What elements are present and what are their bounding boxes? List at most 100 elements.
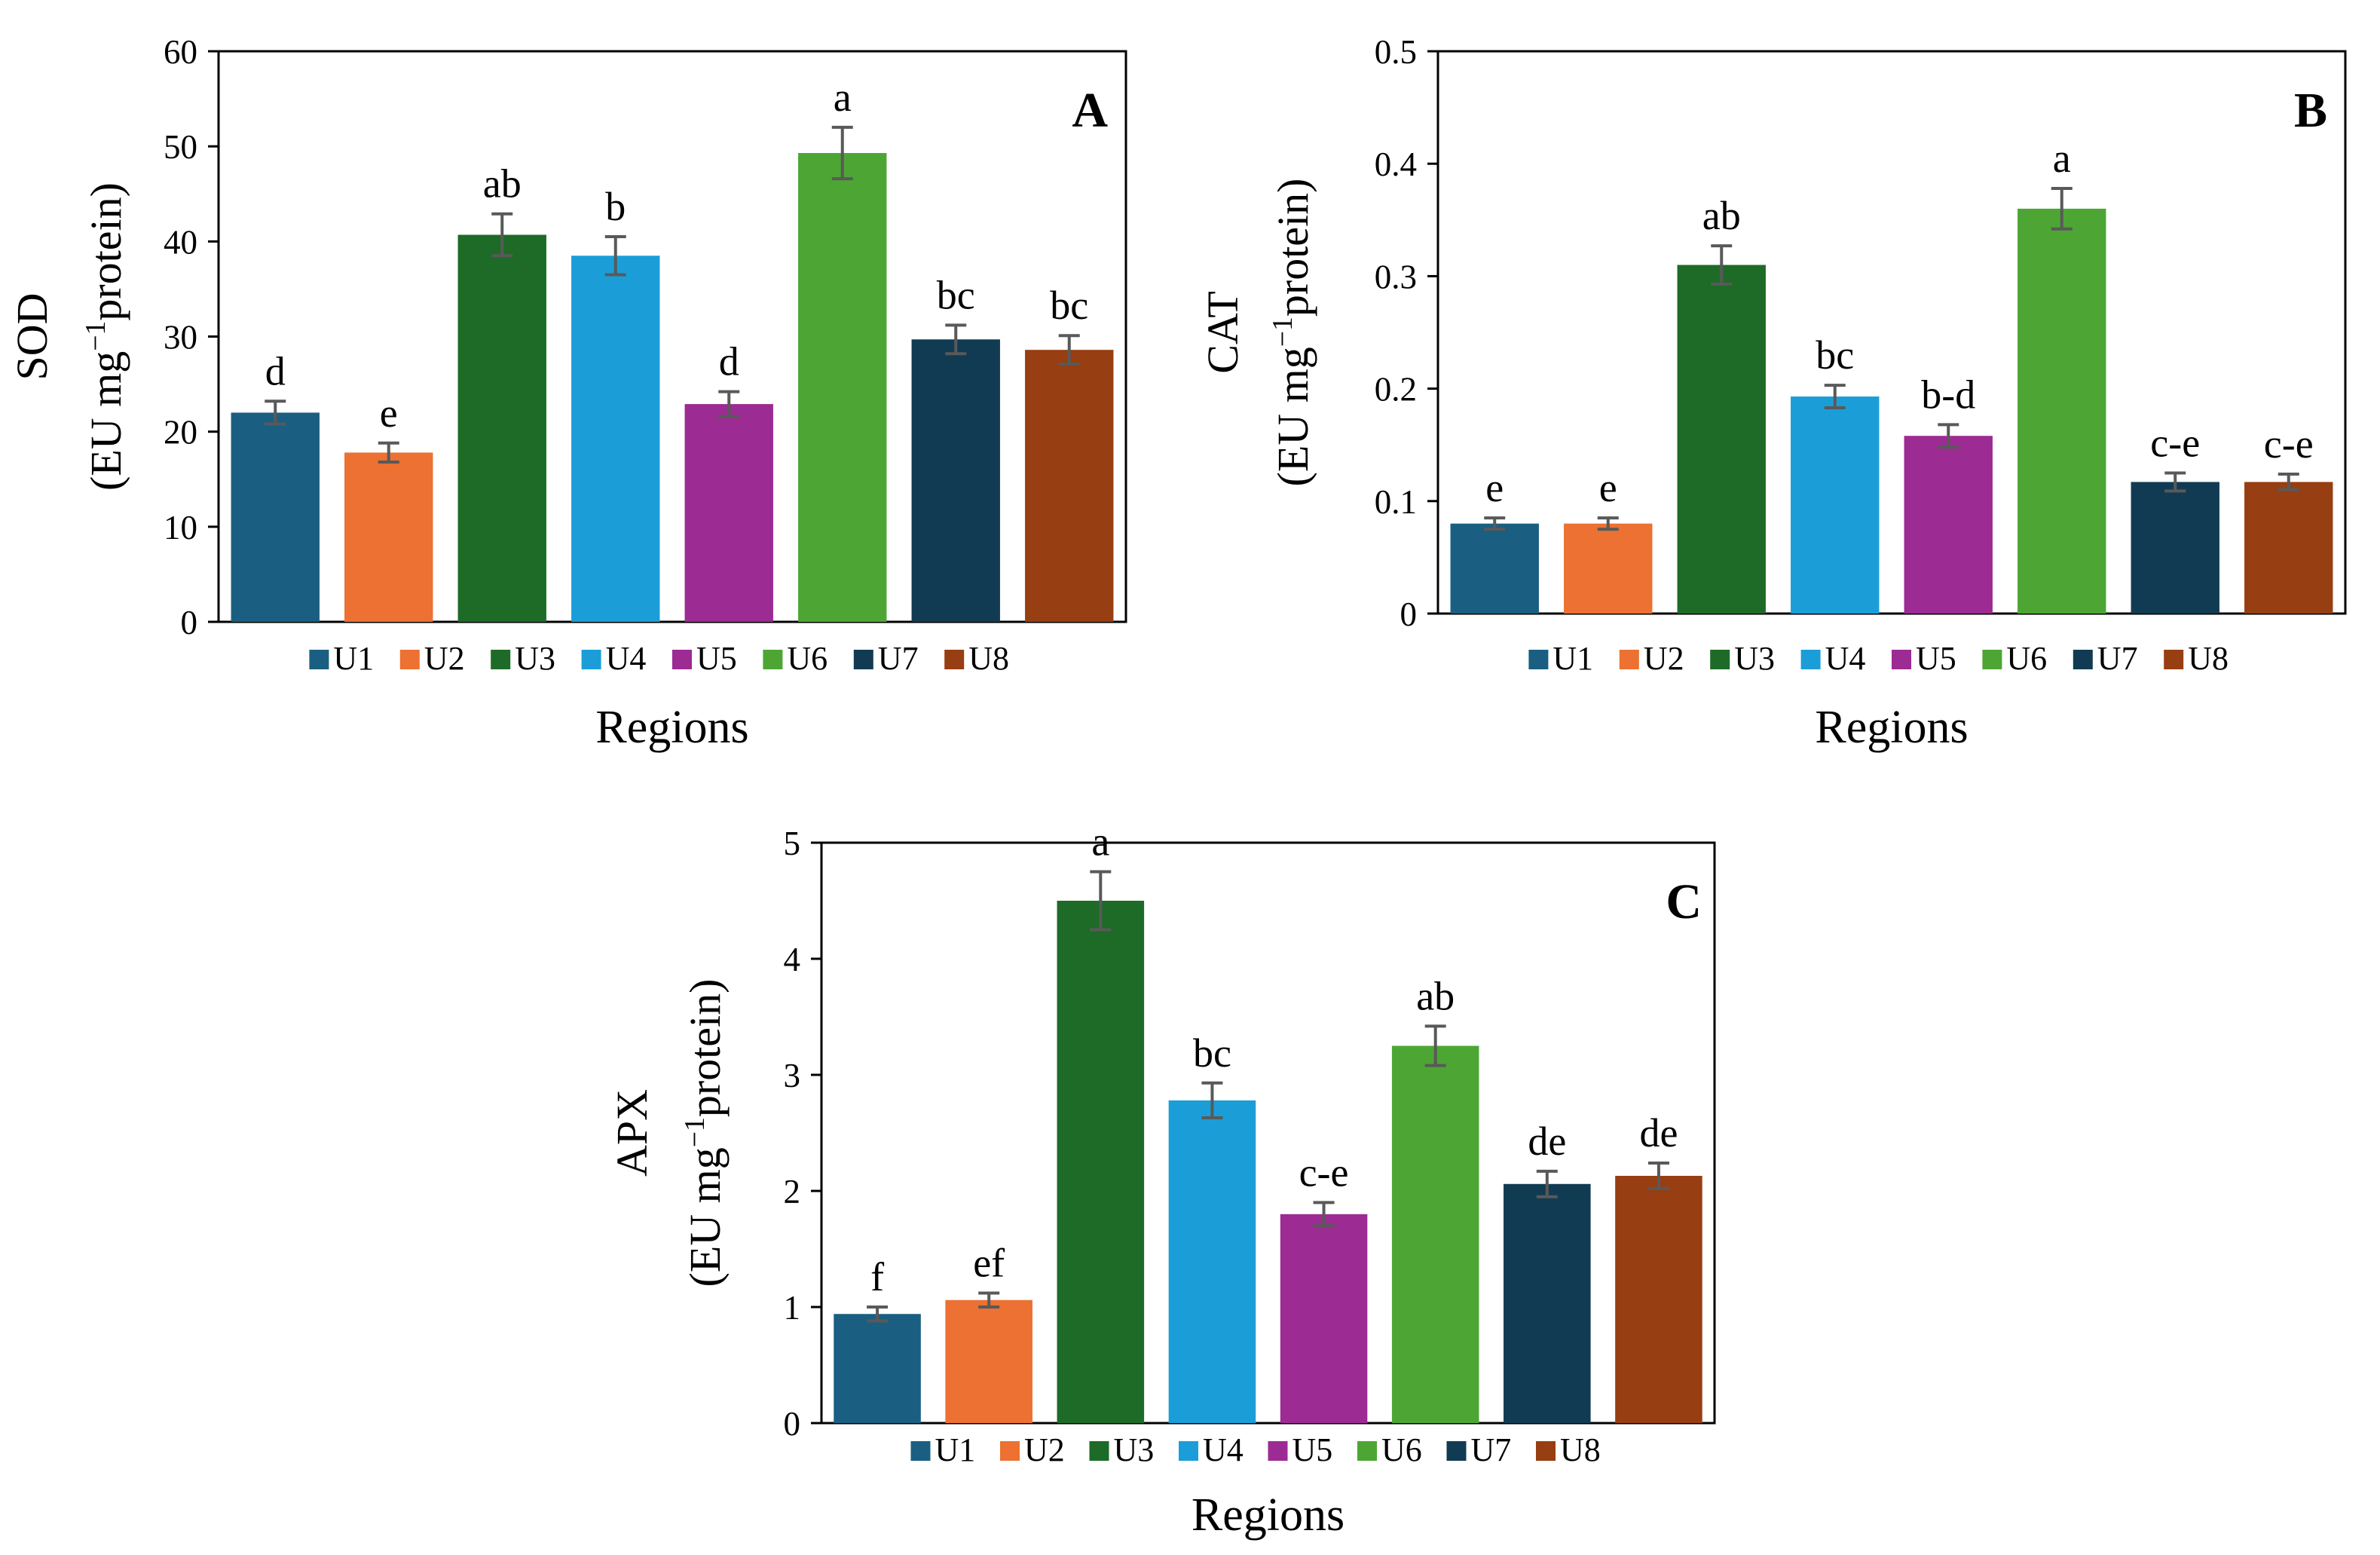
y-tick-label: 10 — [164, 509, 197, 546]
significance-letter: ab — [1702, 193, 1741, 238]
significance-letter: a — [1091, 819, 1109, 865]
y-tick-label: 0 — [784, 1405, 801, 1443]
bar-u5 — [1904, 436, 1993, 614]
legend-swatch — [1000, 1441, 1020, 1461]
x-axis-label: Regions — [595, 702, 748, 753]
legend-label: U8 — [2188, 640, 2229, 677]
legend-swatch — [944, 650, 965, 669]
significance-letter: a — [2053, 136, 2071, 181]
y-axis-label-units-part: (EU mg — [81, 351, 130, 491]
significance-letter: d — [265, 348, 286, 393]
legend-swatch — [1268, 1441, 1288, 1461]
bar-u3 — [1677, 265, 1766, 614]
legend-label: U7 — [1471, 1431, 1512, 1468]
y-axis-label-units: (EU mg−1protein) — [80, 182, 130, 491]
bar-u3 — [457, 234, 546, 622]
legend-swatch — [309, 650, 329, 669]
legend-label: U2 — [1024, 1431, 1065, 1468]
bar-u6 — [798, 152, 887, 622]
y-tick-label: 0.1 — [1375, 483, 1417, 521]
y-axis-label-enzyme: SOD — [8, 292, 57, 380]
legend-swatch — [1357, 1441, 1377, 1461]
y-axis-label-units-part: protein) — [81, 182, 130, 321]
y-tick-label: 20 — [164, 414, 197, 452]
legend-swatch — [2164, 650, 2184, 669]
y-axis-label-units-part: (EU mg — [681, 1147, 730, 1287]
legend-label: U6 — [1381, 1431, 1422, 1468]
legend-label: U3 — [515, 640, 555, 677]
legend-label: U1 — [1553, 640, 1593, 677]
y-tick-label: 3 — [784, 1057, 801, 1094]
legend-label: U7 — [2097, 640, 2138, 677]
legend-label: U1 — [935, 1431, 976, 1468]
y-axis-label-units-part: protein) — [1268, 179, 1317, 317]
significance-letter: bc — [1050, 283, 1088, 328]
legend-swatch — [763, 650, 783, 669]
y-tick-label: 30 — [164, 319, 197, 357]
legend-swatch — [910, 1441, 931, 1461]
legend-swatch — [491, 650, 511, 669]
bar-u4 — [1791, 396, 1880, 614]
significance-letter: ef — [973, 1241, 1005, 1286]
bar-u5 — [1280, 1214, 1368, 1423]
significance-letter: bc — [1193, 1030, 1231, 1076]
significance-letter: bc — [1816, 332, 1854, 378]
legend-swatch — [1710, 650, 1730, 669]
panel-label: B — [2294, 83, 2327, 138]
legend-label: U8 — [1560, 1431, 1601, 1468]
legend-label: U7 — [878, 640, 919, 677]
y-axis-label-enzyme: APX — [607, 1089, 656, 1177]
y-tick-label: 4 — [784, 941, 801, 978]
bar-u4 — [1168, 1100, 1256, 1423]
significance-letter: bc — [937, 272, 975, 317]
significance-letter: a — [834, 75, 852, 120]
significance-letter: de — [1528, 1119, 1566, 1164]
panel-label: C — [1666, 874, 1702, 929]
y-axis-label-units: (EU mg−1protein) — [1267, 179, 1317, 487]
y-tick-label: 0.3 — [1375, 258, 1417, 295]
legend-swatch — [1536, 1441, 1556, 1461]
significance-letter: b-d — [1921, 372, 1975, 417]
significance-letter: ab — [1416, 973, 1455, 1018]
x-axis-label: Regions — [1192, 1489, 1344, 1541]
y-tick-label: 0.2 — [1375, 371, 1417, 409]
y-tick-label: 0.4 — [1375, 145, 1417, 183]
y-axis-label-superscript: −1 — [679, 1117, 711, 1147]
bar-u7 — [911, 339, 1000, 622]
y-axis-label-units: (EU mg−1protein) — [679, 979, 730, 1287]
legend-swatch — [2073, 650, 2093, 669]
y-tick-label: 2 — [784, 1173, 801, 1211]
legend-label: U5 — [1916, 640, 1956, 677]
legend-label: U3 — [1114, 1431, 1155, 1468]
legend-swatch — [1446, 1441, 1467, 1461]
bar-u2 — [1564, 523, 1653, 614]
significance-letter: d — [719, 339, 739, 384]
y-tick-label: 1 — [784, 1289, 801, 1327]
y-axis-label-units-part: (EU mg — [1268, 347, 1317, 486]
bar-u8 — [1615, 1175, 1702, 1423]
legend-swatch — [399, 650, 420, 669]
y-tick-label: 40 — [164, 223, 197, 261]
legend-label: U4 — [1825, 640, 1866, 677]
bar-u3 — [1057, 901, 1145, 1423]
bar-u1 — [231, 412, 320, 622]
legend-label: U5 — [696, 640, 737, 677]
significance-letter: e — [380, 390, 398, 436]
legend-label: U3 — [1734, 640, 1775, 677]
y-tick-label: 0.5 — [1375, 33, 1417, 71]
legend-swatch — [1089, 1441, 1109, 1461]
plot-frame — [820, 841, 1716, 1425]
legend-label: U6 — [787, 640, 827, 677]
y-tick-label: 0 — [1400, 595, 1418, 633]
panel-label: A — [1072, 83, 1108, 138]
significance-letter: c-e — [1299, 1149, 1349, 1195]
y-tick-label: 0 — [181, 604, 198, 641]
significance-letter: de — [1639, 1110, 1678, 1156]
significance-letter: e — [1485, 465, 1504, 510]
bar-u7 — [1504, 1183, 1591, 1423]
significance-letter: f — [870, 1254, 884, 1299]
y-axis-label-enzyme: CAT — [1198, 291, 1247, 374]
bar-u5 — [684, 404, 773, 622]
bar-u7 — [2131, 482, 2219, 614]
